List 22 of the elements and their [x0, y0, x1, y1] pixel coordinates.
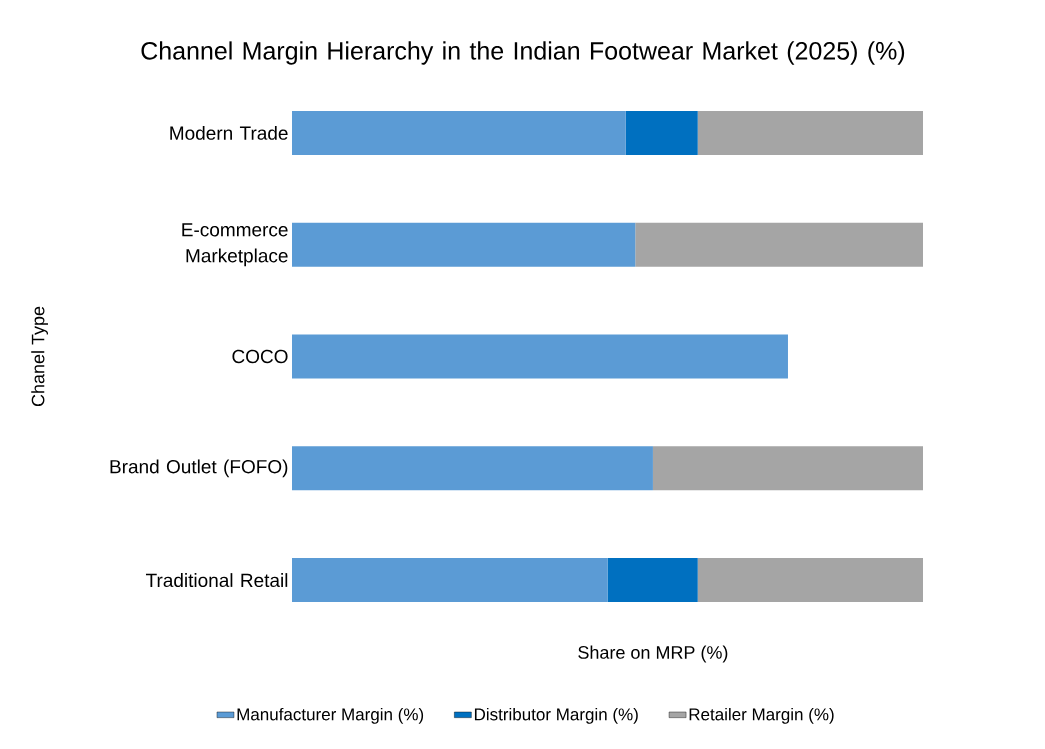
bar: [697, 558, 924, 603]
legend-label: Retailer Margin (%): [689, 707, 834, 724]
x-axis-title: Share on MRP (%): [578, 645, 728, 663]
legend-label: Manufacturer Margin (%): [237, 707, 424, 724]
bar: [292, 334, 788, 379]
legend-label: Distributor Margin (%): [474, 707, 638, 724]
y-tick-label: E-commerce Marketplace: [182, 223, 288, 267]
chart-title: Channel Margin Hierarchy in the Indian Footwear Market (2025) (%): [141, 41, 905, 65]
y-tick-label: Brand Outlet (FOFO): [110, 459, 288, 478]
bar: [292, 222, 636, 267]
bar: [652, 446, 924, 491]
bar: [635, 222, 924, 267]
bar: [607, 558, 698, 603]
y-tick-label: Traditional Retail: [145, 573, 288, 588]
y-tick-label: Modern Trade: [170, 125, 288, 140]
bar: [292, 110, 626, 155]
y-tick-label: COCO: [232, 349, 288, 364]
y-axis-title: Chanel Type: [31, 306, 48, 407]
bar: [625, 110, 698, 155]
bar: [697, 110, 924, 155]
bar: [292, 558, 608, 603]
bar: [292, 446, 653, 491]
